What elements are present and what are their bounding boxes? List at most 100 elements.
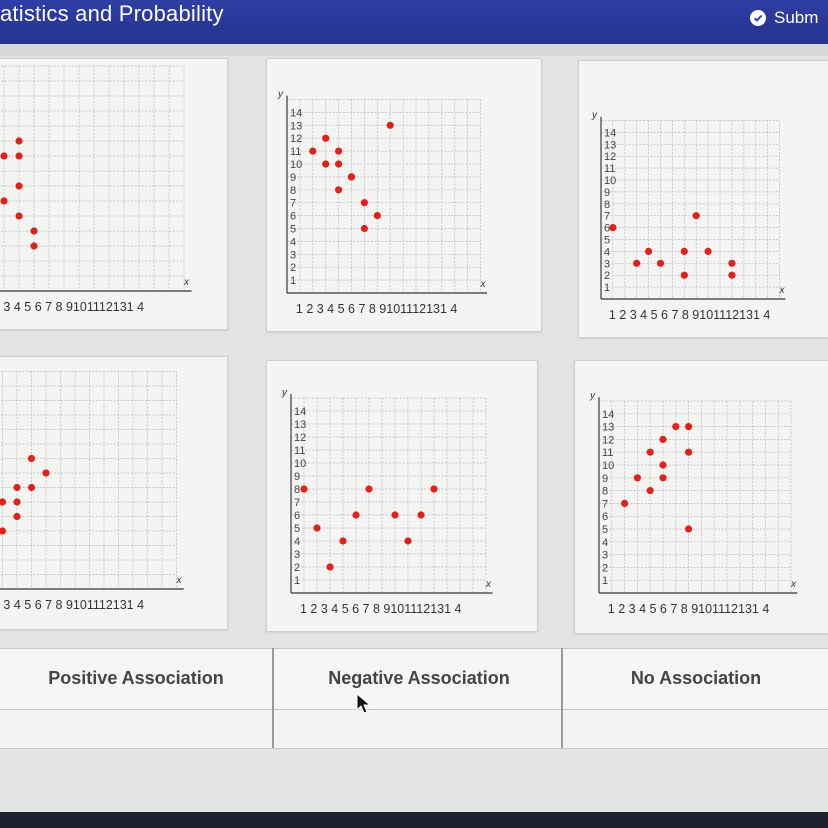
scatter-tile-1[interactable]: x 2 3 4 5 6 7 8 9101112131 4: [0, 58, 228, 330]
data-point: [27, 483, 36, 492]
data-point: [659, 435, 667, 443]
data-point: [322, 134, 330, 142]
data-point: [0, 527, 7, 535]
data-point: [347, 173, 356, 181]
y-tick-label: 8: [602, 486, 608, 498]
x-axis-label: x: [480, 279, 487, 290]
data-point: [335, 147, 343, 155]
x-tick-labels: 2 3 4 5 6 7 8 9101112131 4: [0, 598, 144, 612]
drop-zone-negative[interactable]: [276, 710, 562, 748]
column-divider: [561, 648, 563, 748]
x-axis-label: x: [790, 579, 797, 590]
y-tick-label: 8: [294, 484, 300, 496]
data-point: [430, 485, 438, 493]
y-tick-label: 10: [602, 460, 614, 472]
scatter-plot: x 2 3 4 5 6 7 8 9101112131 4: [0, 371, 184, 612]
data-point: [15, 212, 23, 220]
scatter-tile-4[interactable]: x 2 3 4 5 6 7 8 9101112131 4: [0, 356, 228, 630]
data-point: [13, 498, 21, 506]
y-tick-label: 1: [294, 575, 300, 587]
data-point: [339, 537, 347, 545]
y-tick-label: 5: [294, 523, 300, 535]
y-tick-label: 9: [602, 473, 608, 485]
submit-label: Subm: [774, 8, 819, 27]
data-point: [13, 483, 21, 492]
data-point: [704, 247, 712, 255]
submit-button[interactable]: Subm: [750, 8, 818, 28]
y-tick-label: 1: [290, 275, 296, 287]
x-tick-labels: 2 3 4 5 6 7 8 9101112131 4: [0, 300, 144, 314]
x-tick-labels: 1 2 3 4 5 6 7 8 9101112131 4: [608, 602, 770, 616]
y-tick-label: 12: [604, 151, 616, 163]
data-point: [326, 563, 334, 571]
y-tick-label: 14: [290, 107, 302, 119]
bottom-taskbar: [0, 812, 828, 828]
column-divider: [272, 648, 274, 748]
data-point: [609, 224, 617, 232]
data-point: [646, 448, 654, 456]
y-tick-label: 9: [294, 471, 300, 483]
y-tick-label: 2: [294, 562, 300, 574]
y-tick-label: 5: [290, 224, 296, 236]
sub-toolbar: [0, 44, 828, 56]
x-tick-labels: 1 2 3 4 5 6 7 8 9101112131 4: [296, 302, 458, 316]
data-point: [42, 469, 50, 477]
data-point: [672, 423, 680, 431]
page-title: atistics and Probability: [0, 1, 224, 26]
drop-zone-none[interactable]: [564, 710, 828, 748]
y-tick-label: 14: [604, 127, 616, 139]
y-tick-label: 3: [294, 549, 300, 561]
y-tick-label: 6: [290, 211, 296, 223]
scatter-tile-3[interactable]: 1 2 3 4 5 6 7 8 9 10 11 12 13 14 y x 1 2 3 4 5 6 7 8 910…: [578, 60, 828, 338]
table-drop-row: [0, 710, 828, 749]
data-point: [30, 242, 38, 250]
y-tick-label: 2: [290, 262, 296, 274]
y-tick-label: 12: [602, 434, 614, 446]
y-axis-label: y: [281, 387, 288, 398]
data-point: [335, 160, 343, 168]
column-negative-association: Negative Association: [328, 667, 510, 688]
y-tick-label: 7: [602, 498, 608, 510]
scatter-tile-5[interactable]: 1 2 3 4 5 6 7 8 9 10 11 12 13 14 y x 1 2 3 4 5 6 7 8 910…: [266, 360, 538, 632]
data-point: [313, 524, 321, 532]
y-axis-label: y: [589, 390, 596, 401]
drop-zone-positive[interactable]: [0, 710, 272, 748]
y-tick-label: 5: [604, 235, 610, 247]
data-point: [373, 212, 381, 220]
y-tick-label: 1: [602, 575, 608, 587]
y-tick-label: 4: [604, 246, 610, 258]
scatter-tile-2[interactable]: 1 2 3 4 5 6 7 8 9 10 11 12 13 14 y x 1 2 3 4 5 6 7 8 910…: [266, 58, 542, 332]
y-tick-label: 3: [290, 249, 296, 261]
y-tick-label: 12: [294, 432, 306, 444]
y-tick-label: 11: [294, 445, 305, 457]
data-point: [300, 485, 308, 493]
data-point: [13, 512, 21, 521]
data-point: [386, 121, 394, 129]
y-tick-label: 14: [602, 409, 614, 421]
mouse-pointer-icon: [356, 693, 372, 714]
data-point: [15, 137, 23, 145]
y-tick-label: 14: [294, 406, 306, 418]
data-point: [685, 423, 693, 431]
y-tick-label: 11: [604, 163, 615, 175]
table-header-row: [0, 648, 828, 710]
y-axis-label: y: [277, 89, 284, 100]
data-point: [335, 186, 343, 194]
x-axis-label: x: [183, 277, 190, 288]
y-tick-label: 2: [604, 270, 610, 282]
y-tick-label: 7: [290, 198, 296, 210]
data-point: [360, 224, 368, 233]
data-point: [728, 259, 736, 267]
y-tick-label: 3: [604, 258, 610, 270]
data-point: [0, 197, 8, 205]
data-point: [15, 182, 23, 190]
app-header: atistics and Probability Subm: [0, 0, 828, 44]
y-tick-label: 8: [290, 185, 296, 197]
scatter-tile-6[interactable]: 1 2 3 4 5 6 7 8 9 10 11 12 13 14 y x 1 2 3 4 5 6 7 8 910…: [574, 360, 828, 634]
y-tick-label: 13: [294, 419, 306, 431]
y-tick-label: 4: [294, 536, 300, 548]
data-point: [15, 152, 23, 160]
x-tick-labels: 1 2 3 4 5 6 7 8 9101112131 4: [300, 602, 462, 616]
